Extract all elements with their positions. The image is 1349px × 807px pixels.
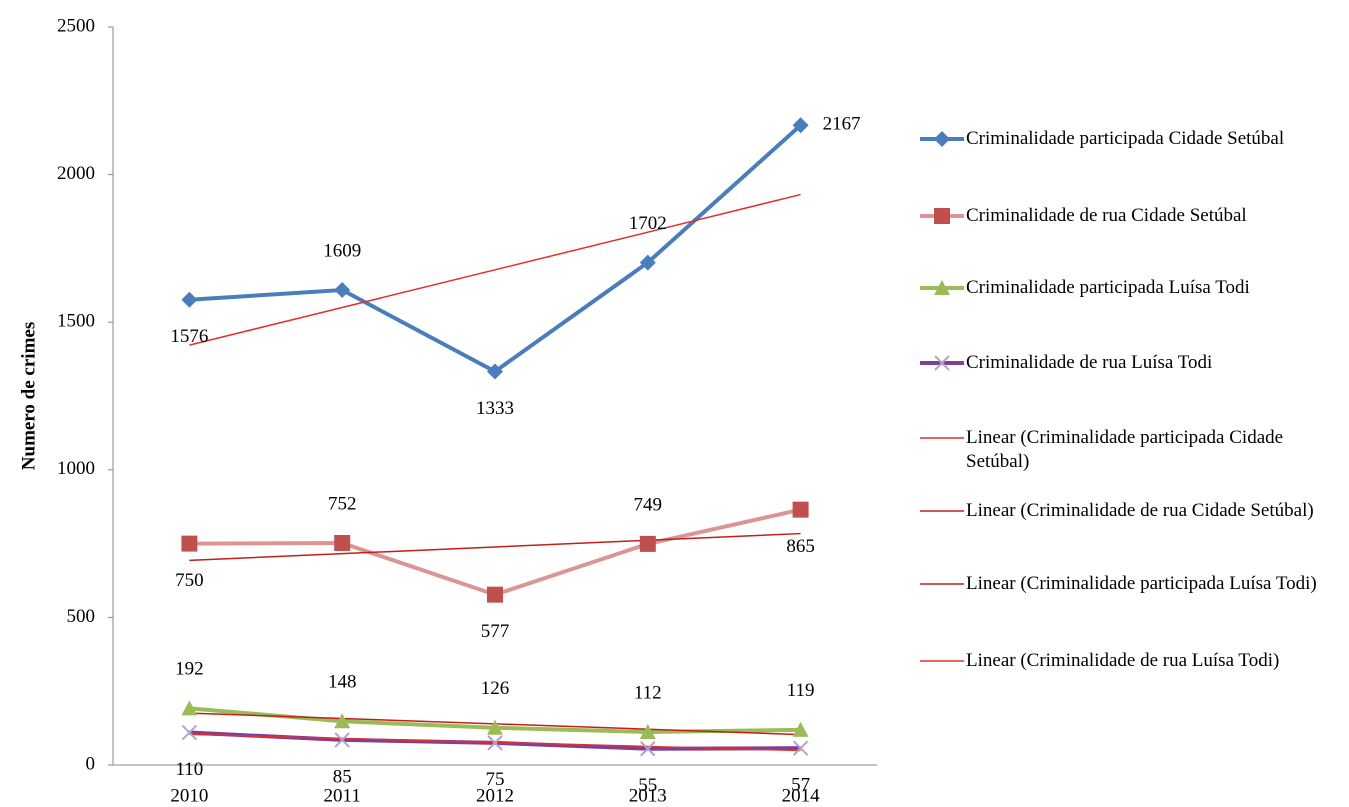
y-tick-label: 1500 — [57, 311, 95, 332]
legend-label: Criminalidade de rua Luísa Todi — [966, 352, 1213, 373]
y-axis-label: Numero de crimes — [18, 322, 39, 470]
series-line — [189, 507, 802, 597]
legend-label: Linear (Criminalidade de rua Cidade Setú… — [966, 500, 1314, 521]
marker — [181, 724, 198, 741]
data-label: 75 — [486, 769, 505, 790]
legend-swatch — [920, 208, 964, 224]
data-label: 55 — [638, 775, 657, 796]
legend-swatch — [920, 355, 964, 371]
y-tick-label: 0 — [86, 753, 96, 774]
legend-label: Linear (Criminalidade participada Cidade… — [966, 427, 1284, 472]
marker — [639, 723, 656, 739]
marker — [487, 719, 503, 735]
y-tick-label: 2500 — [57, 15, 95, 36]
marker — [639, 254, 656, 271]
legend-item: Linear (Criminalidade participada Luísa … — [918, 572, 1338, 596]
data-label: 85 — [333, 766, 352, 787]
data-label: 1333 — [476, 398, 514, 419]
data-label: 1702 — [629, 213, 667, 234]
x-tick-label: 2010 — [170, 785, 208, 806]
legend-item: Linear (Criminalidade participada Cidade… — [918, 426, 1338, 474]
legend-item: Criminalidade participada Cidade Setúbal — [918, 127, 1338, 151]
legend-item: Linear (Criminalidade de rua Luísa Todi) — [918, 649, 1338, 673]
data-label: 577 — [481, 621, 510, 642]
y-tick-label: 1000 — [57, 458, 95, 479]
marker — [934, 280, 950, 295]
marker — [334, 535, 351, 552]
data-label: 2167 — [823, 114, 861, 135]
data-label: 192 — [175, 659, 204, 680]
y-tick-label: 2000 — [57, 163, 95, 184]
marker — [181, 291, 198, 308]
marker — [934, 355, 950, 371]
data-label: 57 — [791, 775, 810, 796]
marker — [487, 586, 503, 603]
legend-swatch — [920, 583, 964, 585]
legend-label: Linear (Criminalidade de rua Luísa Todi) — [966, 650, 1280, 671]
x-tick-label: 2012 — [476, 785, 514, 806]
chart: Numero de crimes 0 500 1000 1500 2000 2500 201… — [18, 15, 877, 806]
data-label: 1576 — [170, 326, 208, 347]
marker — [792, 501, 809, 518]
x-tick-label: 2014 — [782, 785, 821, 806]
series-line — [189, 123, 802, 374]
marker — [334, 732, 350, 748]
legend-swatch — [920, 131, 964, 147]
legend-swatch — [920, 280, 964, 295]
marker — [181, 700, 198, 716]
legend-item: Criminalidade de rua Cidade Setúbal — [918, 204, 1338, 228]
legend-item: Linear (Criminalidade de rua Cidade Setú… — [918, 499, 1338, 523]
trend-line — [189, 193, 801, 346]
legend-swatch — [920, 660, 964, 662]
legend-label: Criminalidade participada Cidade Setúbal — [966, 128, 1285, 149]
data-label: 112 — [634, 682, 662, 703]
marker — [334, 282, 351, 299]
marker — [792, 721, 809, 737]
data-label: 865 — [786, 536, 815, 557]
data-label: 1609 — [323, 240, 361, 261]
marker — [487, 735, 503, 751]
legend-label: Criminalidade participada Luísa Todi — [966, 277, 1250, 298]
marker — [640, 741, 656, 757]
data-label: 126 — [481, 678, 510, 699]
data-label: 752 — [328, 493, 357, 514]
x-tick-label: 2011 — [324, 785, 361, 806]
data-label: 749 — [634, 494, 663, 515]
legend-item: Criminalidade participada Luísa Todi — [918, 276, 1338, 300]
marker — [181, 535, 198, 552]
marker — [334, 713, 351, 729]
legend-label: Criminalidade de rua Cidade Setúbal — [966, 205, 1247, 226]
legend-swatch — [920, 510, 964, 512]
data-label: 750 — [175, 570, 204, 591]
marker — [792, 740, 809, 756]
trend-line — [189, 532, 801, 562]
legend-label: Linear (Criminalidade participada Luísa … — [966, 573, 1317, 594]
marker — [639, 535, 656, 552]
x-tick-label: 2013 — [629, 785, 667, 806]
marker — [934, 131, 950, 147]
y-tick-label: 500 — [67, 606, 96, 627]
marker — [487, 363, 503, 380]
legend-item: Criminalidade de rua Luísa Todi — [918, 351, 1338, 375]
data-label: 148 — [328, 672, 357, 693]
series-line — [189, 730, 801, 751]
data-label: 119 — [787, 680, 815, 701]
marker — [792, 117, 809, 134]
data-label: 110 — [176, 759, 204, 780]
marker — [934, 208, 950, 224]
legend-swatch — [920, 437, 964, 439]
